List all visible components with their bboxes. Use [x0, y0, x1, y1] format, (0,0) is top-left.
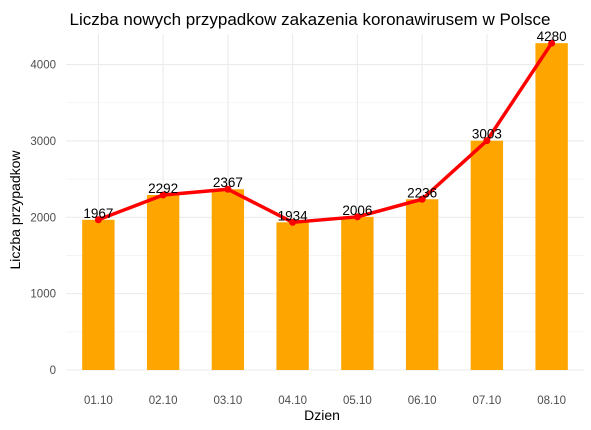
y-axis-ticks: 0 1000 2000 3000 4000: [30, 60, 56, 377]
x-axis-title: Dzien: [304, 407, 340, 423]
chart-title: Liczba nowych przypadkow zakazenia koron…: [70, 10, 551, 29]
y-tick-label: 2000: [30, 212, 56, 224]
y-tick-label: 1000: [30, 289, 56, 301]
line-point: [418, 195, 426, 203]
x-tick-label: 02.10: [149, 395, 178, 407]
line-point: [224, 185, 232, 193]
data-label: 2367: [213, 175, 243, 190]
line-point: [94, 216, 102, 224]
trend-line-path: [96, 41, 554, 225]
data-label: 2236: [407, 185, 437, 200]
x-tick-label: 05.10: [343, 395, 372, 407]
line-point: [159, 191, 167, 199]
x-tick-label: 01.10: [84, 395, 113, 407]
x-tick-label: 03.10: [213, 395, 242, 407]
x-tick-label: 08.10: [537, 395, 566, 407]
bar: [470, 140, 504, 370]
x-tick-label: 06.10: [408, 395, 437, 407]
x-axis-ticks: 01.10 02.10 03.10 04.10 05.10 06.10 07.10 08.10: [84, 395, 566, 407]
bar: [276, 222, 309, 370]
bar: [211, 189, 245, 370]
bar: [82, 219, 115, 370]
data-labels: 1967 2292 2367 1934 2006 2236 3003 4280: [83, 29, 566, 223]
y-tick-label: 0: [50, 365, 56, 377]
bars: [82, 43, 568, 370]
line-point: [353, 213, 361, 221]
data-label: 1934: [278, 208, 309, 223]
x-tick-label: 07.10: [472, 395, 501, 407]
bar: [341, 216, 374, 370]
line-point: [483, 137, 491, 145]
y-tick-label: 3000: [30, 136, 56, 148]
x-tick-label: 04.10: [278, 395, 307, 407]
data-label: 3003: [472, 127, 502, 142]
bar: [405, 199, 439, 370]
bar: [146, 194, 180, 370]
line-point: [548, 39, 556, 47]
data-label: 1967: [83, 206, 113, 221]
y-tick-label: 4000: [30, 60, 56, 72]
bar: [535, 43, 568, 370]
data-label: 4280: [537, 29, 567, 44]
y-axis-title: Liczba przypadkow: [7, 150, 23, 270]
data-label: 2292: [148, 181, 178, 196]
line-point: [289, 218, 297, 226]
trend-line: [94, 39, 556, 226]
data-label: 2006: [342, 203, 372, 218]
